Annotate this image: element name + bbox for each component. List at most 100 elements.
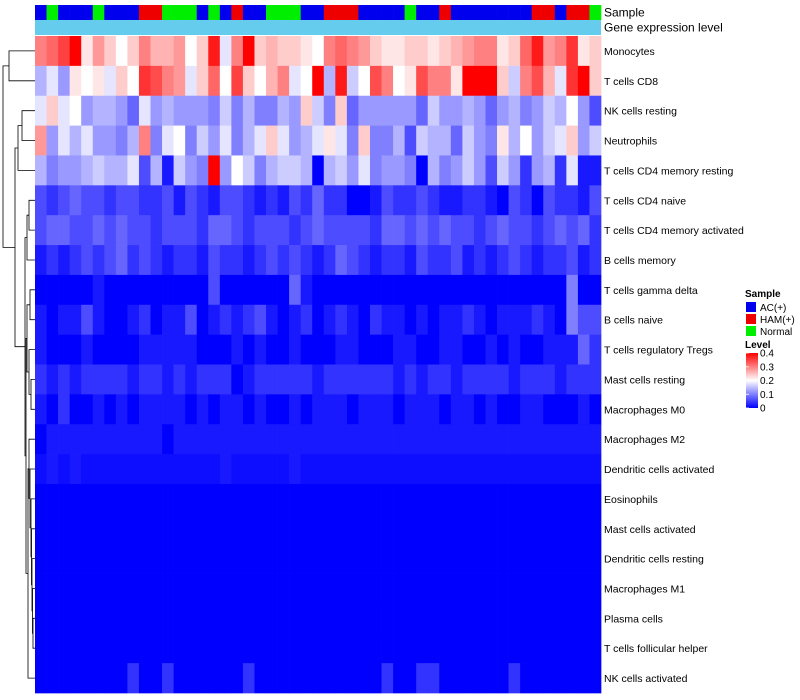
heatmap-cell: [416, 663, 429, 694]
heatmap-cell: [369, 364, 382, 395]
heatmap-cell: [104, 663, 117, 694]
heatmap-cell: [369, 65, 382, 97]
legend-swatch: [746, 326, 756, 336]
heatmap-cell: [520, 245, 533, 276]
heatmap-cell: [485, 454, 498, 485]
heatmap-cell: [300, 543, 313, 574]
heatmap-cell: [162, 155, 174, 186]
heatmap-cell: [439, 454, 452, 485]
heatmap-cell: [208, 454, 221, 485]
heatmap-cell: [358, 633, 371, 664]
heatmap-cell: [138, 304, 151, 335]
heatmap-cell: [162, 364, 174, 395]
heatmap-cell: [439, 424, 452, 455]
heatmap-cell: [381, 424, 394, 455]
heatmap-cell: [231, 633, 244, 664]
heatmap-cell: [473, 185, 486, 216]
heatmap-cell: [150, 633, 163, 664]
row-label: Dendritic cells resting: [604, 554, 704, 566]
heatmap-cell: [115, 155, 128, 186]
heatmap-cell: [577, 603, 590, 634]
heatmap-cell: [127, 543, 140, 574]
heatmap-cell: [231, 95, 244, 126]
sample-annotation-cell: [358, 5, 371, 20]
sample-annotation-cell: [104, 5, 117, 20]
heatmap-cell: [543, 36, 556, 67]
heatmap-cell: [416, 633, 429, 664]
heatmap-cell: [115, 483, 128, 515]
heatmap-cell: [69, 543, 82, 574]
heatmap-cell: [462, 573, 475, 604]
heatmap-cell: [266, 573, 278, 604]
sample-annotation-cell: [46, 5, 59, 20]
heatmap-cell: [589, 513, 602, 545]
heatmap-cell: [127, 364, 140, 395]
heatmap-cell: [92, 603, 105, 634]
heatmap-cell: [231, 304, 244, 335]
heatmap-cell: [520, 483, 533, 515]
heatmap-cell: [543, 603, 556, 634]
heatmap-cell: [69, 215, 82, 246]
heatmap-cell: [358, 603, 371, 634]
heatmap-cell: [473, 215, 486, 246]
heatmap-cell: [46, 454, 59, 485]
heatmap-cell: [381, 483, 394, 515]
heatmap-cell: [589, 215, 602, 246]
heatmap-cell: [196, 36, 209, 67]
heatmap-cell: [369, 513, 382, 545]
heatmap-cell: [69, 483, 82, 515]
heatmap-cell: [381, 573, 394, 604]
heatmap-cell: [173, 274, 186, 306]
heatmap-cell: [462, 364, 475, 395]
heatmap-cell: [323, 185, 336, 216]
heatmap-cell: [508, 454, 521, 485]
heatmap-cell: [35, 543, 47, 574]
heatmap-cell: [277, 663, 290, 694]
legend-tick-label: 0.2: [760, 376, 774, 387]
heatmap-cell: [162, 483, 174, 515]
heatmap-cell: [358, 663, 371, 694]
heatmap-cell: [208, 334, 221, 365]
heatmap-cell: [69, 245, 82, 276]
heatmap-cell: [277, 155, 290, 186]
heatmap-cell: [450, 36, 463, 67]
legend-label: Normal: [760, 327, 792, 338]
heatmap-cell: [300, 125, 313, 156]
heatmap-cell: [231, 334, 244, 365]
heatmap-cell: [450, 364, 463, 395]
heatmap-cell: [369, 155, 382, 186]
heatmap-cell: [416, 543, 429, 574]
heatmap-cell: [497, 125, 509, 156]
heatmap-cell: [323, 633, 336, 664]
heatmap-cell: [450, 304, 463, 335]
heatmap-cell: [393, 185, 405, 216]
heatmap-cell: [312, 274, 325, 306]
heatmap-cell: [531, 304, 544, 335]
heatmap-cell: [219, 334, 232, 365]
heatmap-cell: [369, 304, 382, 335]
heatmap-cell: [196, 304, 209, 335]
heatmap-cell: [300, 663, 313, 694]
heatmap-cell: [323, 215, 336, 246]
heatmap-cell: [450, 483, 463, 515]
heatmap-cell: [196, 424, 209, 455]
row-label: T cells regulatory Tregs: [604, 345, 713, 357]
heatmap-cell: [554, 155, 567, 186]
heatmap-cell: [393, 215, 405, 246]
heatmap-cell: [208, 513, 221, 545]
heatmap-cell: [404, 36, 417, 67]
heatmap-cell: [289, 364, 302, 395]
heatmap-cell: [46, 394, 59, 425]
heatmap-cell: [162, 573, 174, 604]
heatmap-cell: [393, 245, 405, 276]
heatmap-cell: [58, 663, 70, 694]
heatmap-cell: [173, 304, 186, 335]
heatmap-cell: [242, 633, 255, 664]
heatmap-cell: [554, 125, 567, 156]
heatmap-cell: [520, 95, 533, 126]
heatmap-cell: [196, 334, 209, 365]
heatmap-cell: [450, 65, 463, 97]
heatmap-cell: [520, 36, 533, 67]
heatmap-cell: [485, 215, 498, 246]
heatmap-cell: [404, 573, 417, 604]
